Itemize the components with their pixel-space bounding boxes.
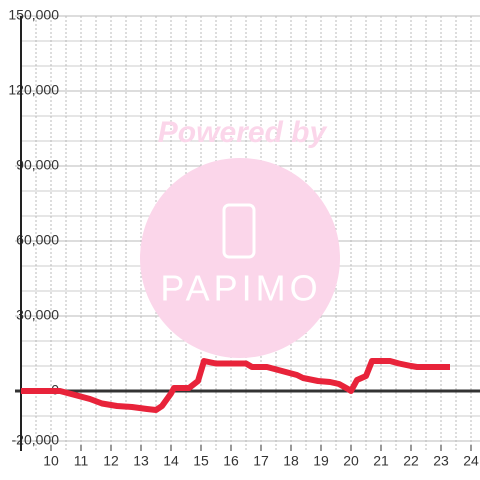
y-tick-label: 90,000 bbox=[16, 157, 59, 173]
x-tick-label: 15 bbox=[193, 453, 209, 469]
x-tick-label: 21 bbox=[373, 453, 389, 469]
x-tick-label: 20 bbox=[343, 453, 359, 469]
x-tick-label: 11 bbox=[74, 453, 89, 469]
x-tick-label: 22 bbox=[403, 453, 419, 469]
x-tick-label: 14 bbox=[163, 453, 179, 469]
x-tick-label: 17 bbox=[253, 453, 269, 469]
x-tick-label: 18 bbox=[283, 453, 299, 469]
x-tick-label: 16 bbox=[223, 453, 239, 469]
y-tick-label: 150,000 bbox=[8, 7, 59, 23]
data-line bbox=[21, 358, 450, 413]
watermark-title: Powered by bbox=[158, 116, 328, 149]
y-tick-label: 30,000 bbox=[16, 307, 59, 323]
x-tick-label: 19 bbox=[313, 453, 329, 469]
x-tick-label: 24 bbox=[463, 453, 479, 469]
watermark: Powered by PAPIMO bbox=[140, 116, 340, 358]
y-tick-label: 60,000 bbox=[16, 232, 59, 248]
y-tick-label: 120,000 bbox=[8, 82, 59, 98]
x-tick-label: 23 bbox=[433, 453, 449, 469]
y-tick-label: -20,000 bbox=[12, 432, 60, 448]
x-tick-label: 10 bbox=[43, 453, 59, 469]
watermark-brand: PAPIMO bbox=[160, 268, 321, 309]
watermark-icon bbox=[222, 203, 256, 259]
x-tick-label: 13 bbox=[133, 453, 149, 469]
x-tick-label: 12 bbox=[103, 453, 119, 469]
